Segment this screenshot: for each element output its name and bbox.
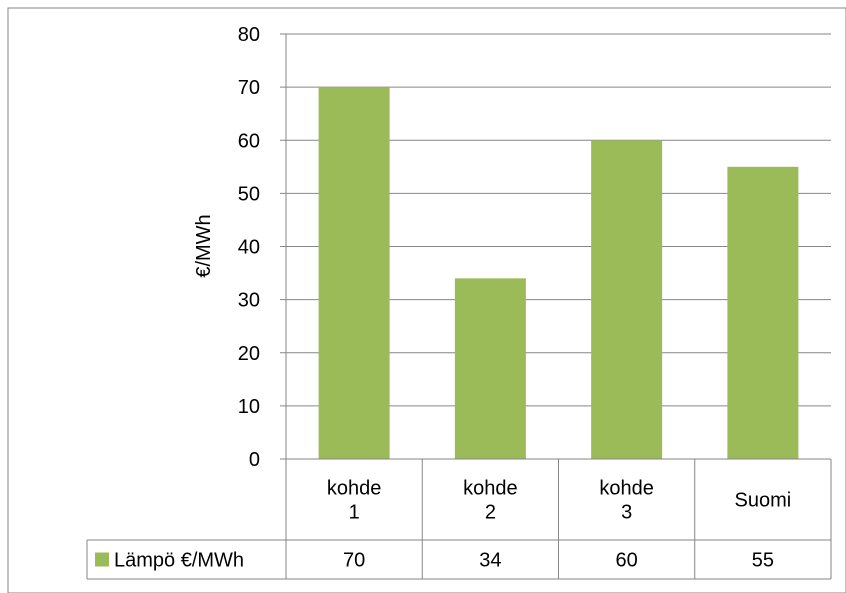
table-value-cell: 70 (343, 550, 365, 572)
y-axis-label: €/MWh (193, 214, 215, 277)
y-tick-label: 50 (238, 183, 260, 205)
table-value-cell: 60 (616, 550, 638, 572)
bar (318, 87, 390, 459)
y-tick-label: 0 (249, 449, 260, 471)
y-tick-label: 20 (238, 343, 260, 365)
legend-key (95, 552, 109, 567)
y-tick-label: 80 (238, 24, 260, 46)
category-label: 3 (621, 502, 632, 524)
y-tick-label: 30 (238, 290, 260, 312)
category-label: kohde (599, 478, 654, 500)
y-tick-label: 60 (238, 130, 260, 152)
bar (727, 166, 799, 459)
category-label: Suomi (735, 490, 792, 512)
bar (591, 140, 663, 459)
bar (454, 278, 526, 459)
table-row-label: Lämpö €/MWh (114, 550, 244, 572)
category-label: kohde (327, 478, 382, 500)
category-label: kohde (463, 478, 518, 500)
y-tick-label: 70 (238, 77, 260, 99)
category-label: 1 (349, 502, 360, 524)
value-axis: 0 10 20 30 40 50 60 70 80 (238, 24, 287, 471)
chart-border (7, 7, 846, 593)
bars (318, 87, 799, 459)
y-tick-label: 10 (238, 396, 260, 418)
table-value-cell: 34 (479, 550, 501, 572)
table-value-cell: 55 (752, 550, 774, 572)
y-tick-label: 40 (238, 237, 260, 259)
category-label: 2 (485, 502, 496, 524)
